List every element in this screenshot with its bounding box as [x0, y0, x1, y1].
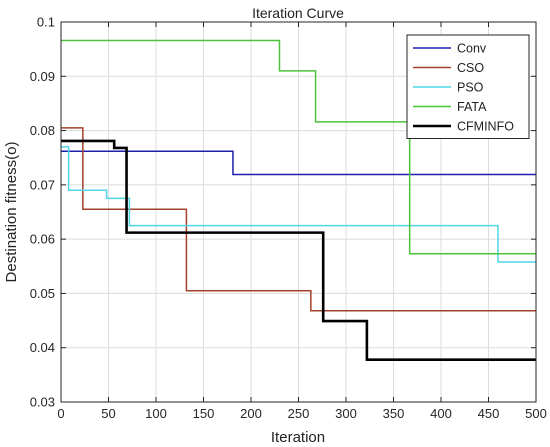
- legend-label-cso: CSO: [457, 61, 484, 75]
- x-tick-label: 200: [240, 406, 262, 421]
- y-tick-label: 0.05: [30, 286, 55, 301]
- y-tick-label: 0.09: [30, 69, 55, 84]
- series-layer: [61, 39, 536, 361]
- axes-layer: [60, 21, 537, 403]
- chart-title: Iteration Curve: [252, 5, 344, 21]
- x-tick-label: 0: [57, 406, 64, 421]
- y-tick-label: 0.04: [30, 340, 55, 355]
- series-line-cfminfo: [61, 139, 536, 361]
- legend: Conv CSO PSO FATA CFMINFO: [406, 34, 530, 139]
- x-tick-label: 450: [478, 406, 500, 421]
- x-axis-label: Iteration: [271, 429, 325, 446]
- x-tick-label: 300: [335, 406, 357, 421]
- series-line-conv: [61, 150, 536, 176]
- legend-label-fata: FATA: [457, 100, 487, 114]
- y-tick-label: 0.03: [30, 395, 55, 410]
- y-axis-label: Destination fitness(o): [3, 142, 20, 283]
- y-tick-label: 0.08: [30, 123, 55, 138]
- x-tick-label: 250: [288, 406, 310, 421]
- x-tick-label: 150: [193, 406, 215, 421]
- y-tick-label: 0.06: [30, 232, 55, 247]
- tick-labels: 0 50 100 150 200 250 300 350 400 450 500 0.03 0.04 0.…: [30, 15, 547, 422]
- y-tick-label: 0.07: [30, 177, 55, 192]
- x-tick-label: 350: [383, 406, 405, 421]
- x-tick-label: 400: [430, 406, 452, 421]
- x-tick-label: 50: [101, 406, 115, 421]
- x-tick-label: 500: [525, 406, 547, 421]
- y-tick-label: 0.1: [37, 15, 55, 30]
- series-line-pso: [61, 146, 536, 263]
- x-tick-label: 100: [145, 406, 167, 421]
- legend-label-conv: Conv: [457, 42, 487, 56]
- legend-label-cfminfo: CFMINFO: [457, 120, 514, 134]
- series-line-fata: [61, 39, 536, 255]
- legend-label-pso: PSO: [457, 81, 484, 95]
- series-line-cso: [61, 127, 536, 312]
